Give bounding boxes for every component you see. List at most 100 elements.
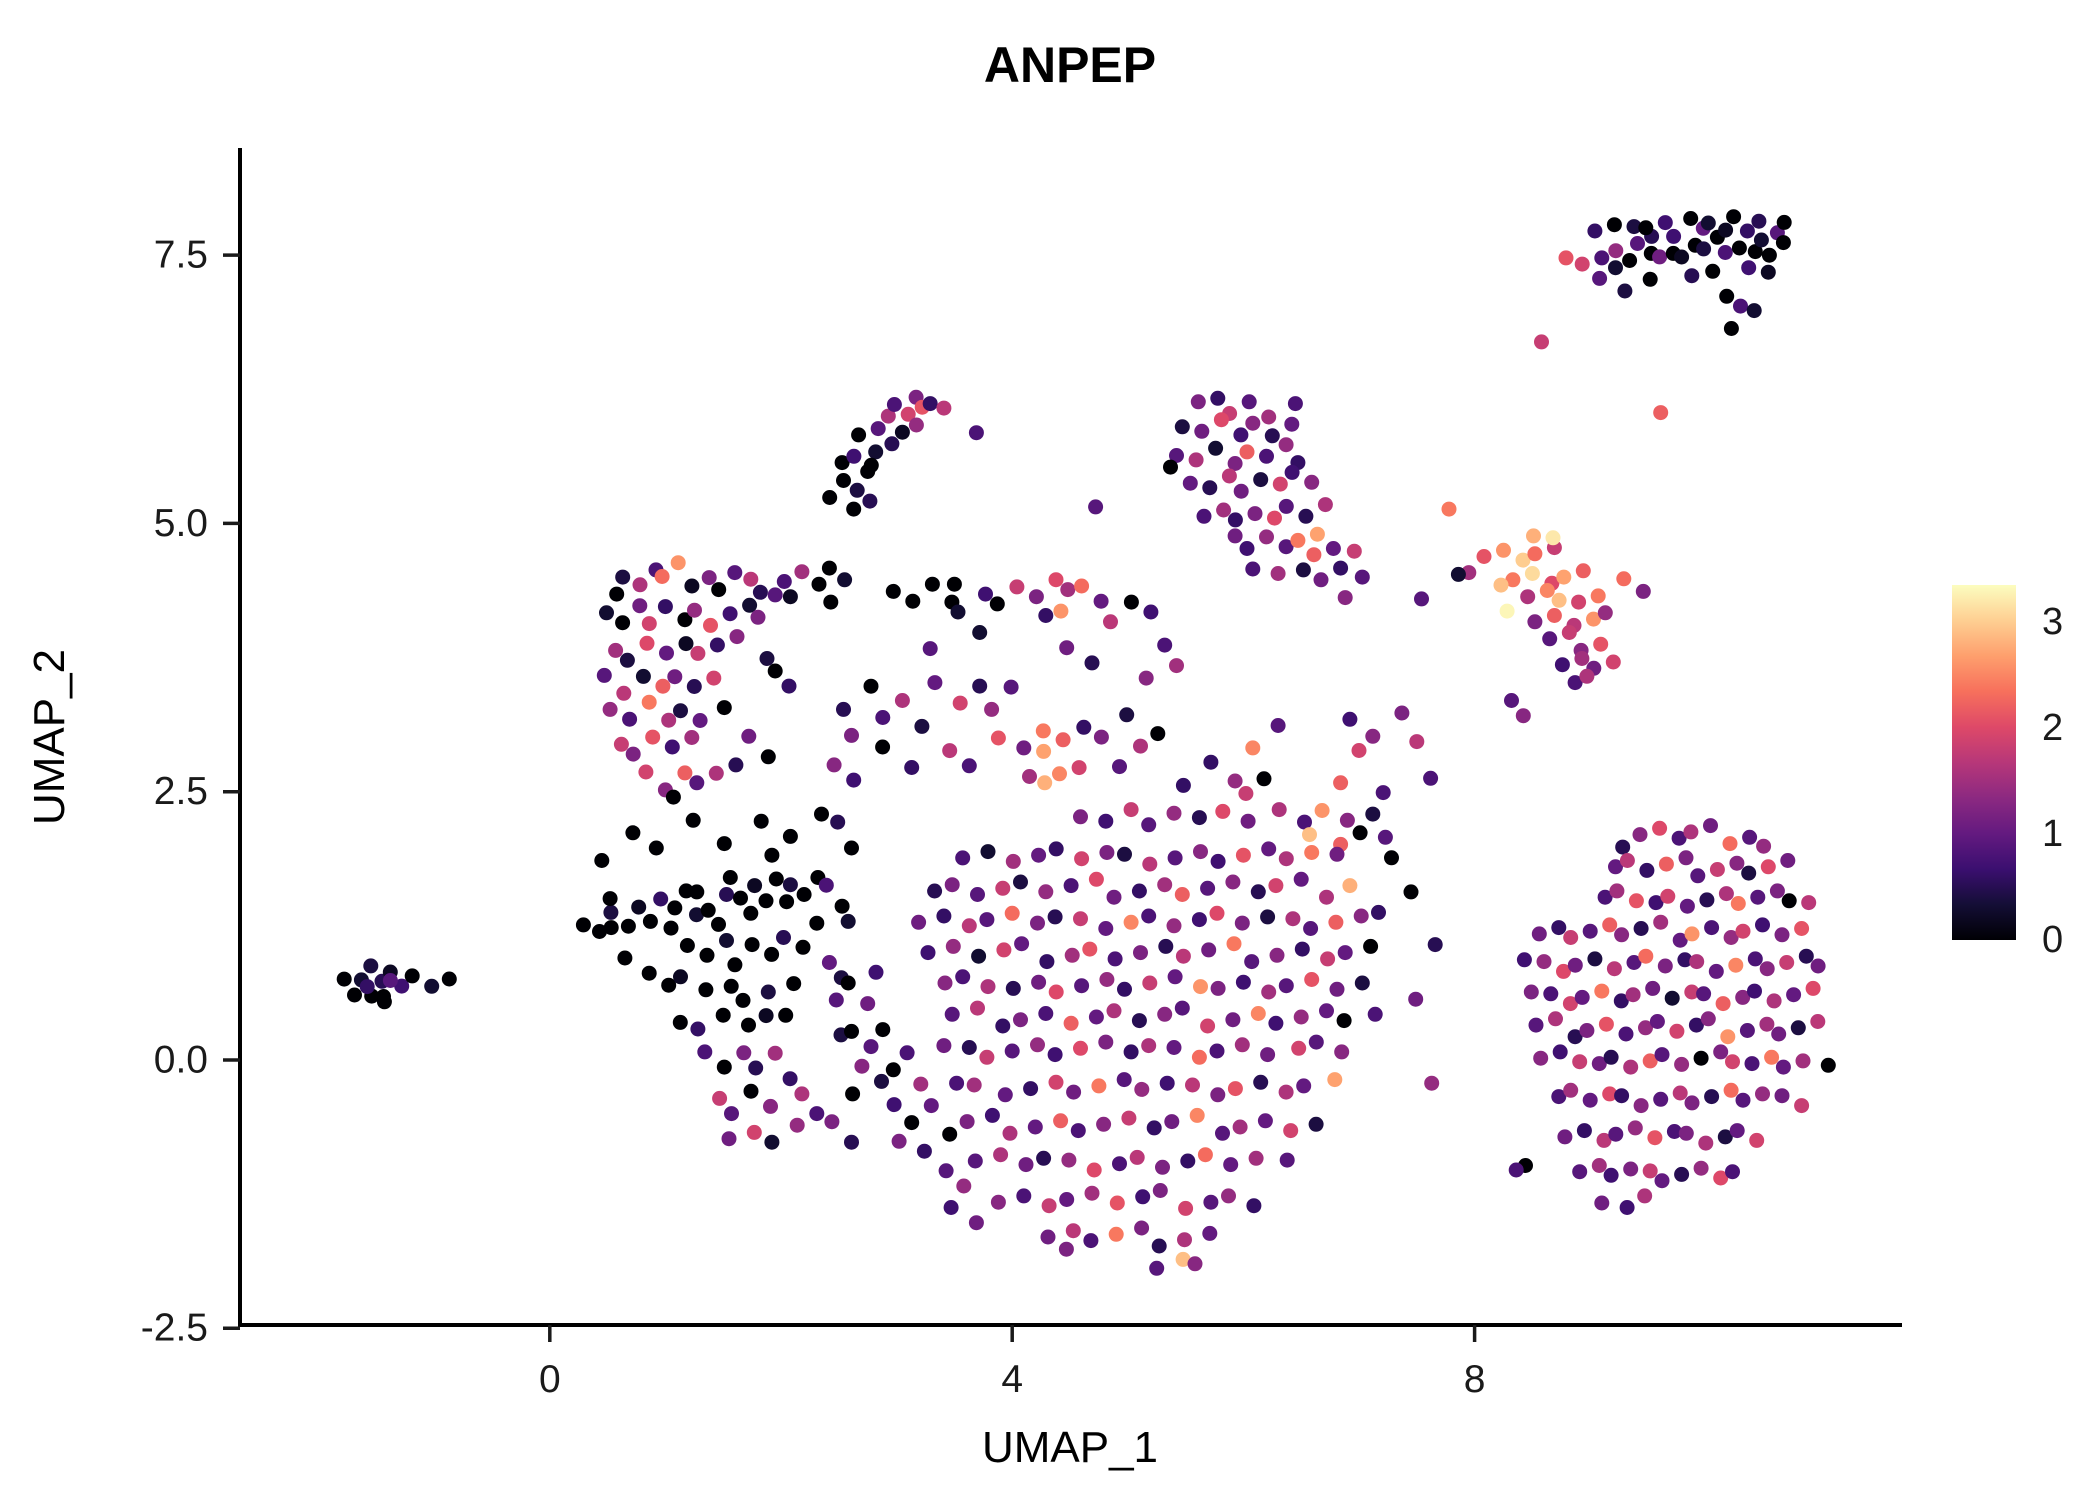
- data-point: [1628, 893, 1644, 909]
- data-point: [1035, 723, 1051, 739]
- data-point: [1741, 865, 1757, 881]
- data-point: [789, 1117, 805, 1133]
- data-point: [1557, 1129, 1573, 1145]
- data-point: [1185, 1077, 1200, 1093]
- data-point: [1619, 853, 1635, 868]
- data-point: [1582, 923, 1598, 939]
- data-point: [1112, 1156, 1127, 1172]
- data-point: [1319, 889, 1334, 905]
- data-point: [1294, 941, 1310, 957]
- data-point: [631, 899, 647, 915]
- data-point: [1031, 847, 1047, 863]
- data-point: [767, 587, 783, 603]
- data-point: [844, 727, 859, 743]
- data-point: [938, 1163, 954, 1179]
- data-point: [984, 701, 1000, 717]
- data-point: [1735, 989, 1751, 1005]
- data-point: [943, 1200, 959, 1215]
- data-point: [1780, 853, 1796, 868]
- data-point: [1047, 1047, 1063, 1063]
- colorbar-tick-label: 2: [2042, 707, 2063, 749]
- data-point: [1365, 728, 1381, 744]
- data-point: [1215, 1125, 1230, 1141]
- data-point: [1423, 770, 1439, 786]
- data-point: [1551, 920, 1567, 936]
- data-point: [641, 616, 657, 632]
- data-point: [1133, 945, 1148, 961]
- data-point: [1751, 213, 1767, 229]
- data-point: [922, 641, 938, 657]
- data-point: [1167, 850, 1183, 866]
- data-point: [1271, 802, 1287, 818]
- data-point: [1731, 240, 1747, 256]
- data-point: [1159, 1075, 1175, 1091]
- data-point: [984, 1107, 1000, 1123]
- data-point: [722, 870, 738, 885]
- data-point: [1649, 1014, 1665, 1029]
- data-point: [1099, 972, 1115, 987]
- data-point: [1093, 729, 1109, 745]
- data-point: [347, 987, 362, 1003]
- data-point: [1141, 1038, 1157, 1054]
- data-point: [642, 913, 658, 929]
- x-tick-label: 8: [1464, 1358, 1486, 1401]
- data-point: [1227, 528, 1243, 544]
- data-point: [1190, 394, 1206, 410]
- data-point: [1215, 803, 1231, 819]
- data-point: [1018, 1157, 1034, 1173]
- data-point: [1730, 896, 1746, 911]
- data-point: [1269, 947, 1285, 963]
- data-point: [1351, 743, 1367, 758]
- data-point: [1508, 1162, 1524, 1178]
- data-point: [1546, 608, 1562, 623]
- data-point: [1169, 448, 1184, 463]
- data-point: [1065, 1223, 1081, 1239]
- data-point: [860, 996, 876, 1012]
- data-point: [1699, 892, 1715, 908]
- data-point: [1742, 829, 1758, 845]
- data-point: [703, 617, 718, 633]
- data-point: [1193, 979, 1208, 995]
- data-point: [1259, 529, 1274, 545]
- data-point: [968, 425, 984, 441]
- data-point: [1776, 214, 1792, 230]
- data-point: [1696, 241, 1712, 257]
- data-point: [1528, 1017, 1544, 1033]
- data-point: [1579, 1023, 1595, 1038]
- data-point: [1248, 1150, 1264, 1166]
- data-point: [894, 693, 910, 708]
- data-point: [1038, 608, 1054, 623]
- data-point: [1246, 1198, 1262, 1214]
- data-point: [1626, 219, 1642, 235]
- data-point: [885, 583, 901, 599]
- data-point: [1200, 1018, 1216, 1034]
- data-point: [1091, 1078, 1107, 1094]
- data-point: [1297, 814, 1312, 830]
- data-point: [1233, 483, 1249, 499]
- data-point: [764, 847, 780, 863]
- data-point: [376, 994, 392, 1010]
- data-point: [1608, 260, 1623, 276]
- data-point: [1563, 1082, 1579, 1098]
- data-point: [1441, 501, 1457, 517]
- data-point: [1121, 1110, 1137, 1126]
- data-point: [970, 1000, 985, 1016]
- data-point: [904, 760, 920, 775]
- data-point: [924, 576, 940, 592]
- data-point: [1234, 915, 1250, 931]
- data-point: [1709, 862, 1725, 877]
- data-point: [764, 1134, 780, 1150]
- data-point: [1048, 1074, 1064, 1090]
- data-point: [1106, 889, 1122, 905]
- y-tick-label: 5.0: [154, 502, 208, 545]
- data-point: [1158, 938, 1174, 954]
- data-point: [619, 652, 635, 668]
- data-point: [875, 710, 891, 725]
- data-point: [654, 569, 670, 584]
- data-point: [1063, 878, 1079, 894]
- data-point: [760, 984, 776, 1000]
- data-point: [1689, 954, 1705, 970]
- data-point: [1648, 895, 1664, 911]
- data-point: [1088, 1009, 1104, 1025]
